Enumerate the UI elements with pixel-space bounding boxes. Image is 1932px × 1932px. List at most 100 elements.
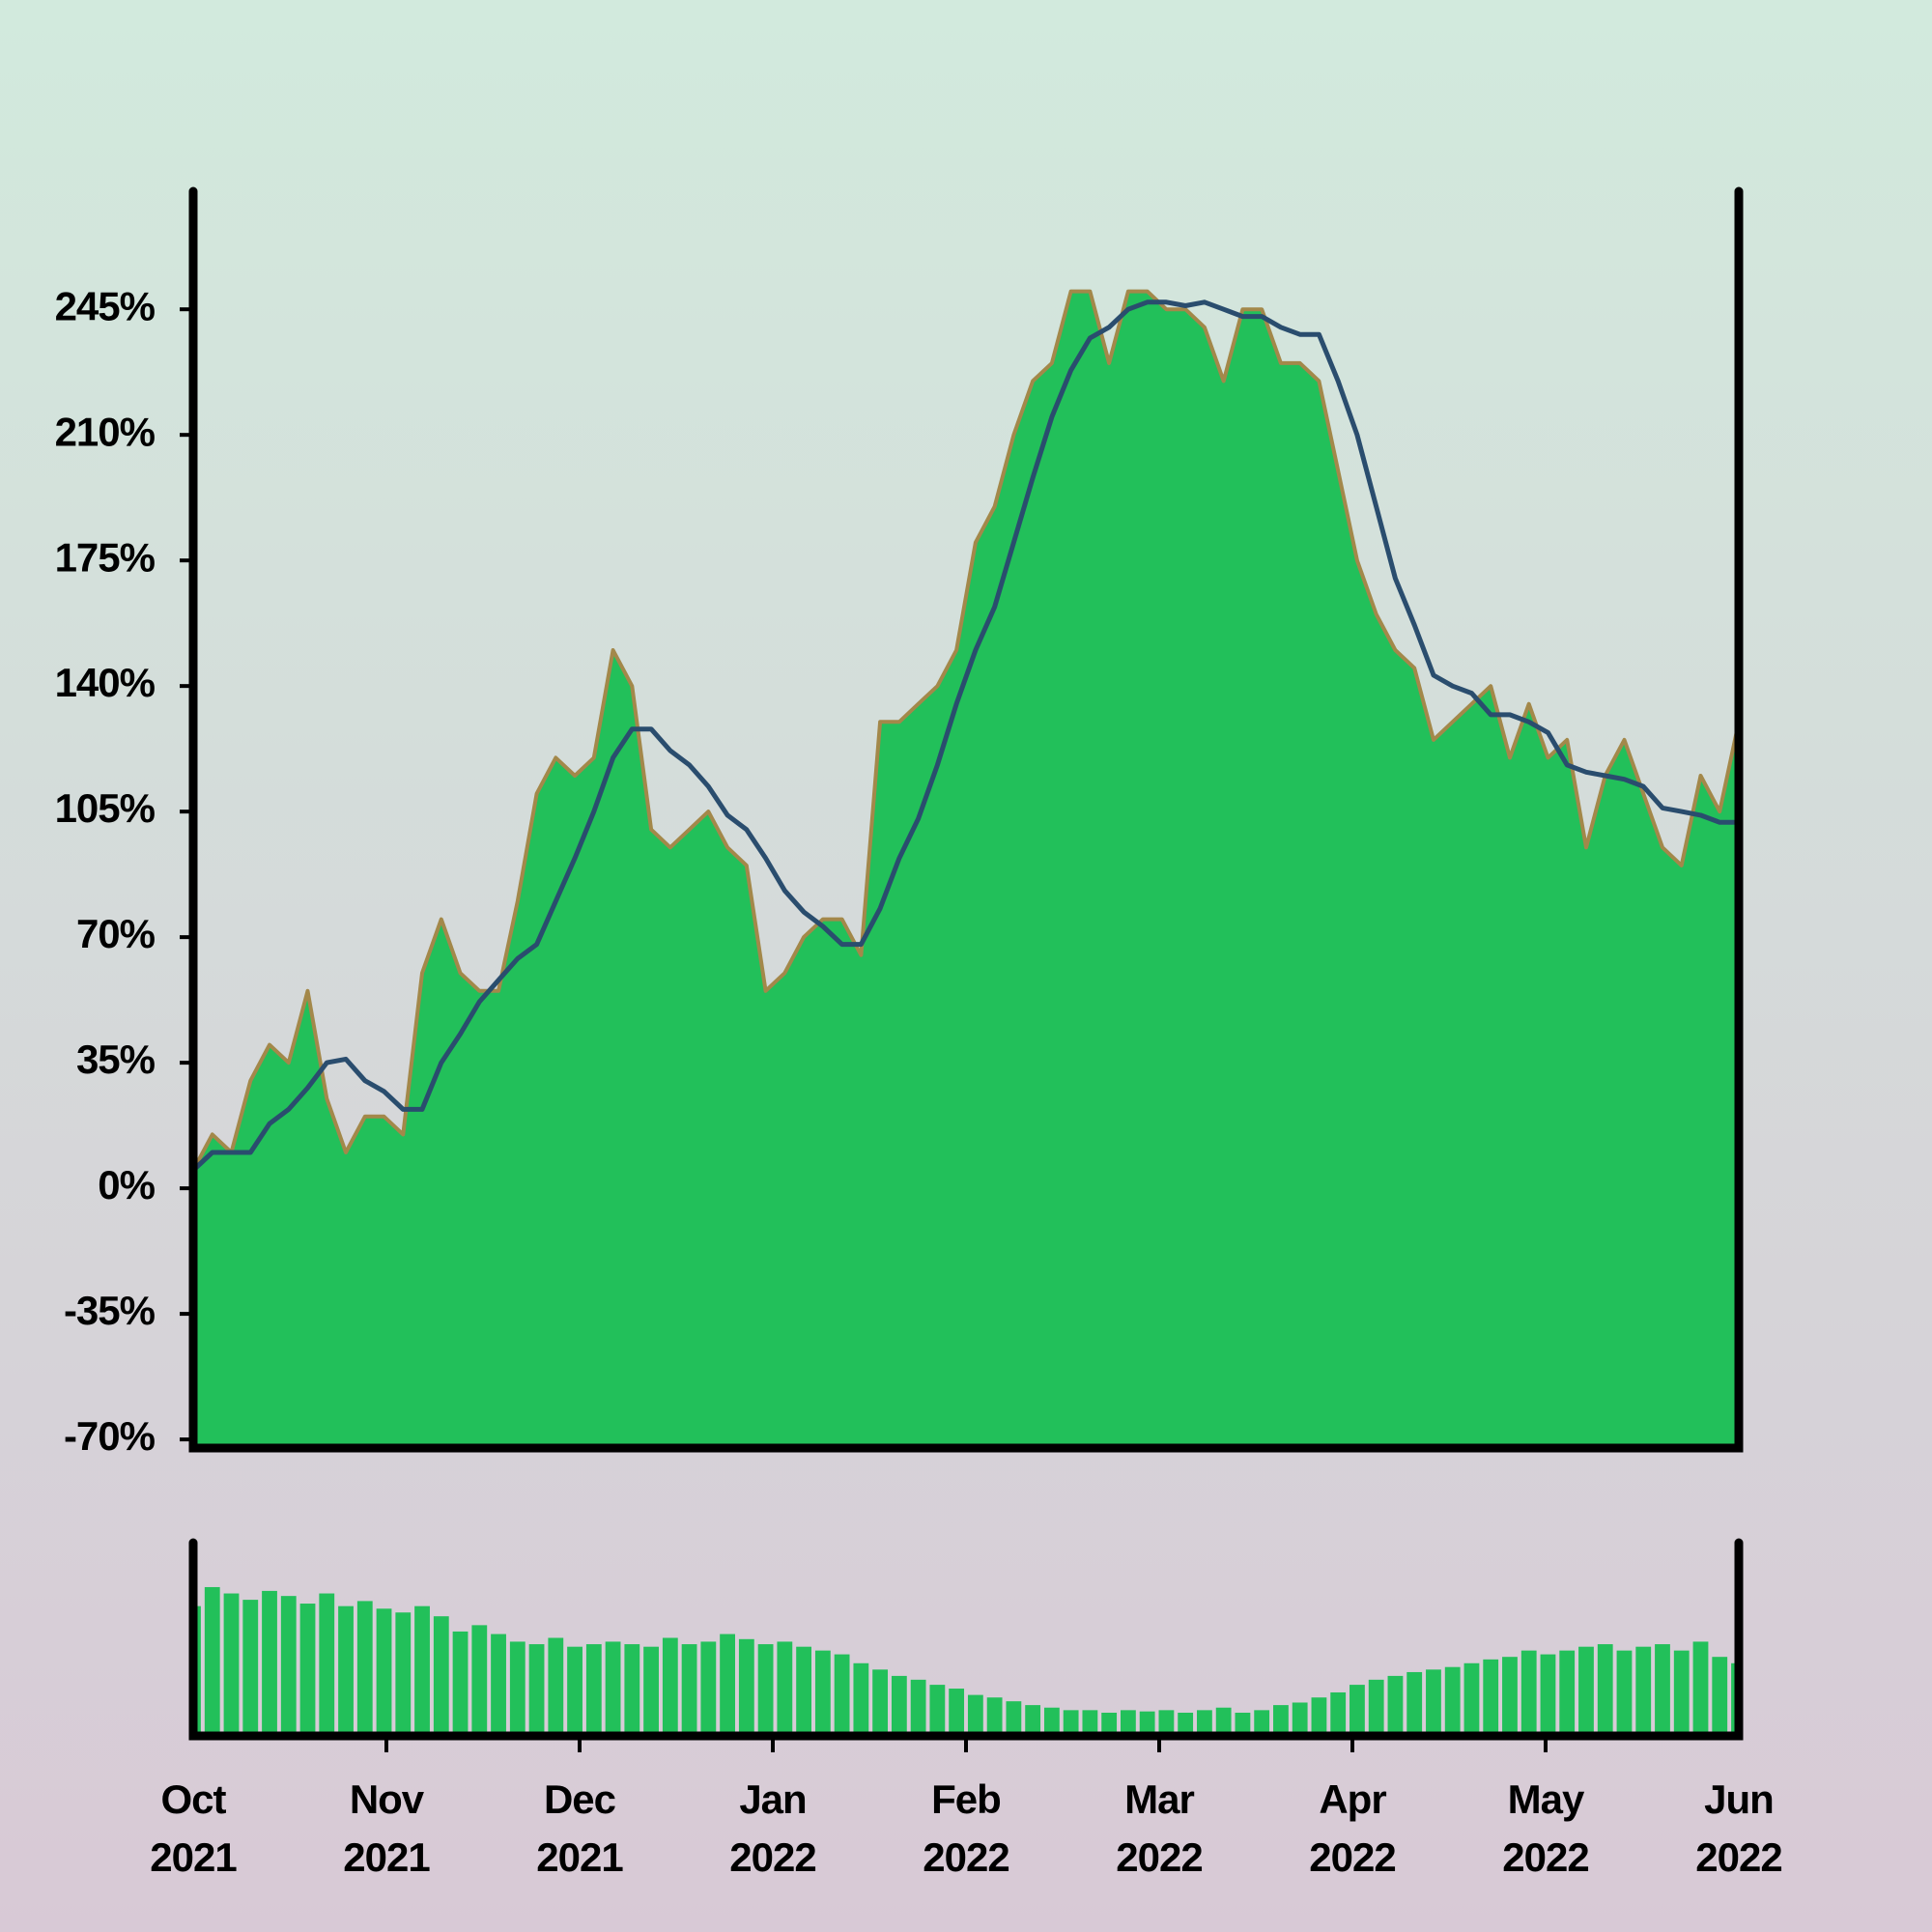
volume-bar: [1387, 1675, 1404, 1733]
volume-bar: [967, 1694, 983, 1733]
volume-bar: [814, 1650, 831, 1733]
volume-bar: [1502, 1657, 1518, 1733]
area: [193, 291, 1739, 1449]
volume-bar: [777, 1641, 793, 1733]
volume-bar: [1692, 1641, 1709, 1733]
x-tick-year: 2021: [150, 1834, 237, 1880]
volume-bar: [1121, 1710, 1136, 1733]
volume-bar: [1330, 1691, 1347, 1733]
x-tick-month: Oct: [160, 1776, 226, 1822]
volume-bar: [1043, 1707, 1060, 1733]
volume-bar: [1444, 1666, 1461, 1733]
volume-bar: [528, 1644, 545, 1733]
volume-bar: [1215, 1707, 1232, 1733]
x-tick-year: 2022: [1695, 1834, 1781, 1880]
volume-bar: [1673, 1650, 1690, 1733]
volume-bar: [1635, 1646, 1652, 1733]
axis-frame: [188, 1538, 1744, 1741]
volume-bar: [491, 1634, 506, 1733]
volume-bar: [433, 1616, 449, 1733]
volume-bar: [1597, 1644, 1613, 1733]
volume-bar: [299, 1604, 316, 1733]
x-tick-year: 2021: [536, 1834, 623, 1880]
area-edge: [191, 289, 1741, 1172]
volume-bar: [452, 1631, 469, 1733]
volume-bar: [1426, 1669, 1441, 1733]
x-tick-month: Mar: [1124, 1776, 1194, 1822]
volume-bar: [949, 1689, 965, 1733]
volume-bar: [1273, 1705, 1289, 1733]
volume-bar: [1311, 1697, 1327, 1733]
volume-bar: [872, 1669, 889, 1733]
volume-bar: [605, 1641, 621, 1733]
x-tick-year: 2021: [343, 1834, 430, 1880]
volume-bar: [242, 1600, 259, 1733]
y-tick-label: 70%: [76, 911, 156, 956]
x-tick-month: Feb: [931, 1776, 1001, 1822]
volume-bar: [1235, 1712, 1251, 1733]
volume-bar: [395, 1612, 412, 1733]
volume-bar: [700, 1641, 717, 1733]
volume-bar: [757, 1644, 774, 1733]
x-tick-year: 2022: [1116, 1834, 1202, 1880]
volume-bar: [1063, 1710, 1079, 1733]
volume-bar: [1712, 1657, 1728, 1733]
volume-bar: [1292, 1702, 1308, 1733]
volume-bar: [471, 1625, 488, 1733]
volume-bar: [1350, 1685, 1365, 1733]
volume-bar: [910, 1679, 926, 1733]
y-tick-label: 105%: [55, 785, 156, 831]
x-tick-year: 2022: [1309, 1834, 1395, 1880]
volume-bar: [1368, 1679, 1384, 1733]
volume-bar: [1101, 1712, 1118, 1733]
volume-bar: [338, 1605, 354, 1733]
volume-bar: [1463, 1662, 1480, 1733]
x-tick-year: 2022: [729, 1834, 815, 1880]
x-tick-year: 2022: [1502, 1834, 1588, 1880]
x-tick-month: Jan: [739, 1776, 806, 1822]
volume-bar: [1616, 1650, 1633, 1733]
volume-bar: [853, 1662, 869, 1733]
volume-bar: [720, 1634, 735, 1733]
volume-bar: [1197, 1710, 1212, 1733]
volume-bar: [585, 1644, 602, 1733]
volume-bar: [1540, 1654, 1556, 1733]
volume-bar: [1483, 1659, 1499, 1733]
volume-bar: [1559, 1650, 1576, 1733]
volume-bar: [204, 1586, 220, 1733]
volume-bar: [1139, 1711, 1155, 1733]
x-tick-month: May: [1508, 1776, 1585, 1822]
volume-bar: [548, 1637, 564, 1733]
volume-bar: [1655, 1644, 1670, 1733]
volume-bar: [1082, 1710, 1098, 1733]
plot-layer: -70% -35% 0% 35% 70% 105% 140% 175% 210% 245% Oct 2…: [55, 186, 1783, 1880]
axis-frame: [188, 186, 1744, 1453]
y-tick-label: 175%: [55, 534, 156, 580]
volume-bar: [414, 1605, 430, 1733]
x-tick-month: Apr: [1319, 1776, 1386, 1822]
moving-average-line: [191, 299, 1739, 1173]
volume-bar: [1520, 1650, 1537, 1733]
x-tick-month: Nov: [350, 1776, 425, 1822]
y-tick-label: 210%: [55, 409, 156, 454]
volume-bar: [262, 1590, 277, 1733]
volume-bar: [624, 1644, 640, 1733]
volume-bar: [223, 1593, 240, 1733]
volume-bar: [738, 1638, 754, 1733]
volume-bar: [1406, 1671, 1423, 1733]
y-tick-label: 245%: [55, 283, 156, 328]
y-tick-label: -70%: [64, 1413, 156, 1459]
x-tick-month: Jun: [1704, 1776, 1774, 1822]
y-tick-label: -35%: [64, 1288, 156, 1333]
volume-bar: [681, 1644, 697, 1733]
volume-bar: [1578, 1646, 1594, 1733]
volume-bar: [376, 1608, 392, 1733]
volume-bar: [891, 1675, 907, 1733]
volume-bar: [986, 1697, 1003, 1733]
volume-bar: [1025, 1705, 1041, 1733]
volume-bar: [834, 1654, 850, 1733]
volume-bar: [1254, 1710, 1270, 1733]
volume-bar: [1006, 1701, 1022, 1733]
